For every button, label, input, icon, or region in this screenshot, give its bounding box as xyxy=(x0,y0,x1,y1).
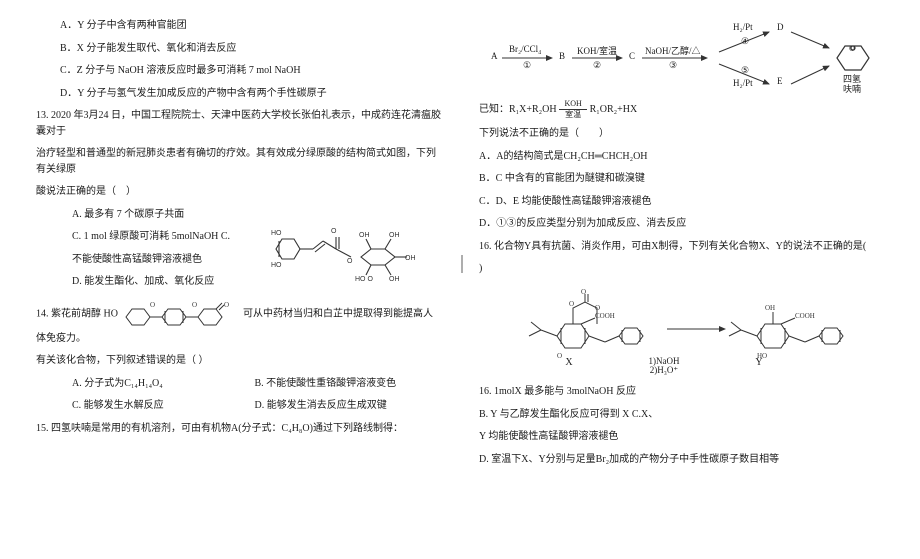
svg-text:OH: OH xyxy=(359,232,370,239)
q16-a: 16. 1molX 最多能与 3molNaOH 反应 xyxy=(479,384,884,400)
step5-bot: ⑤ xyxy=(741,65,749,76)
svg-text:O: O xyxy=(331,228,337,235)
svg-text:COOH: COOH xyxy=(795,312,815,320)
q14-b: B. 不能使酸性重铬酸钾溶液变色 xyxy=(255,378,397,389)
known-eq: 已知：R₁X+R₂OH KOH 室温 R₁OR₂+HX xyxy=(479,100,884,119)
arrow-bot: 2)H₃O⁺ xyxy=(650,365,678,375)
q13-stem-3: 酸说法正确的是（ ） xyxy=(36,184,441,200)
node-d: D xyxy=(777,22,784,32)
eq-tail: R₁OR₂+HX xyxy=(590,104,638,115)
q16-stem: 16. 化合物Y具有抗菌、消炎作用，可由X制得，下列有关化合物X、Y的说法不正确… xyxy=(479,239,884,255)
step2-top: KOH/室温 xyxy=(577,44,617,57)
step2-bot: ② xyxy=(593,60,601,71)
q14-stem2: 有关该化合物，下列叙述错误的是（ ） xyxy=(36,353,441,369)
q14-c: C. 能够发生水解反应 xyxy=(72,398,252,414)
q16-b: B. Y 与乙醇发生酯化反应可得到 X C.X、 xyxy=(479,407,884,423)
step4-top: H₂/Pt xyxy=(733,22,753,32)
purple-flower-structure: OOO xyxy=(120,297,240,331)
left-column: A．Y 分子中含有两种官能团 B．X 分子能发生取代、氧化和消去反应 C．Z 分… xyxy=(30,18,447,541)
thf-2: 呋喃 xyxy=(843,82,861,95)
svg-text:O: O xyxy=(150,301,155,309)
q16-d: D. 室温下X、Y分别与足量Br₂加成的产物分子中手性碳原子数目相等 xyxy=(479,452,884,468)
q14-lead: 14. 紫花前胡醇 HO xyxy=(36,308,118,319)
node-c: C xyxy=(629,51,635,61)
right-d: D．①③的反应类型分别为加成反应、消去反应 xyxy=(479,216,884,232)
svg-text:HO: HO xyxy=(271,262,282,269)
step3-top: NaOH/乙醇/△ xyxy=(645,44,701,57)
q13-block: HO HO O O OH OH OH OH HO O A. 最多有 7 个碳原子… xyxy=(36,207,441,297)
x-label: X xyxy=(509,357,629,377)
eq-lead: 已知：R₁X+R₂OH xyxy=(479,104,559,115)
right-b: B．C 中含有的官能团为醚键和碳溴键 xyxy=(479,171,884,187)
opt-c: C．Z 分子与 NaOH 溶液反应时最多可消耗 7 mol NaOH xyxy=(36,63,441,79)
svg-text:OH: OH xyxy=(765,304,775,312)
svg-text:O: O xyxy=(569,300,574,308)
q14-row2: C. 能够发生水解反应 D. 能够发生消去反应生成双键 xyxy=(36,398,441,414)
svg-text:HO O: HO O xyxy=(355,276,373,283)
svg-text:OH: OH xyxy=(405,255,416,262)
eq-over: KOH xyxy=(559,100,587,108)
q13-stem-1: 13. 2020 年3月24 日，中国工程院院士、天津中医药大学校长张伯礼表示，… xyxy=(36,108,441,139)
q14-line1: 14. 紫花前胡醇 HO OOO 可从中药材当归和白芷中提取得到能提高人体免疫力… xyxy=(36,297,441,347)
svg-text:OH: OH xyxy=(389,232,400,239)
chlorogenic-acid-structure: HO HO O O OH OH OH OH HO O xyxy=(271,209,441,289)
y-label: Y xyxy=(699,357,819,377)
svg-text:O: O xyxy=(581,288,586,296)
node-b: B xyxy=(559,51,565,61)
step1-bot: ① xyxy=(523,60,531,71)
opt-b: B．X 分子能发生取代、氧化和消去反应 xyxy=(36,41,441,57)
q14-row1: A. 分子式为C₁₄H₁₄O₄ B. 不能使酸性重铬酸钾溶液变色 xyxy=(36,376,441,392)
svg-text:O: O xyxy=(595,304,600,312)
eq-under: 室温 xyxy=(559,111,587,119)
node-a: A xyxy=(491,51,498,61)
q16-close: ) xyxy=(479,261,884,277)
svg-text:OH: OH xyxy=(389,276,400,283)
reaction-scheme: O A B C D E Br₂/CCl₄ ① KOH/室温 ② NaOH/乙醇/… xyxy=(479,18,884,96)
step1-top: Br₂/CCl₄ xyxy=(509,44,541,54)
svg-text:COOH: COOH xyxy=(595,312,615,320)
arrow-top: 1)NaOH xyxy=(649,356,680,366)
step3-bot: ③ xyxy=(669,60,677,71)
right-a: A．A的结构简式是CH₂CH═CHCH₂OH xyxy=(479,149,884,165)
right-column: O A B C D E Br₂/CCl₄ ① KOH/室温 ② NaOH/乙醇/… xyxy=(473,18,890,541)
svg-text:O: O xyxy=(224,301,229,309)
q15: 15. 四氢呋喃是常用的有机溶剂，可由有机物A(分子式：C₄H₈O)通过下列路线… xyxy=(36,421,441,437)
svg-text:O: O xyxy=(192,301,197,309)
q14-a: A. 分子式为C₁₄H₁₄O₄ xyxy=(72,376,252,392)
svg-text:HO: HO xyxy=(271,230,282,237)
right-stem: 下列说法不正确的是（ ） xyxy=(479,126,884,142)
q16-y: Y 均能使酸性高锰酸钾溶液褪色 xyxy=(479,429,884,445)
svg-text:O: O xyxy=(347,258,353,265)
step5-top: H₂/Pt xyxy=(733,78,753,88)
opt-d: D．Y 分子与氢气发生加成反应的产物中含有两个手性碳原子 xyxy=(36,86,441,102)
q14-d: D. 能够发生消去反应生成双键 xyxy=(255,400,387,411)
right-c: C．D、E 均能使酸性高锰酸钾溶液褪色 xyxy=(479,194,884,210)
svg-text:O: O xyxy=(849,44,855,53)
q13-stem-2: 治疗轻型和普通型的新冠肺炎患者有确切的疗效。其有效成分绿原酸的结构简式如图，下列… xyxy=(36,146,441,177)
step4-bot: ④ xyxy=(741,36,749,47)
node-e: E xyxy=(777,76,783,86)
opt-a: A．Y 分子中含有两种官能团 xyxy=(36,18,441,34)
column-divider xyxy=(461,255,463,273)
